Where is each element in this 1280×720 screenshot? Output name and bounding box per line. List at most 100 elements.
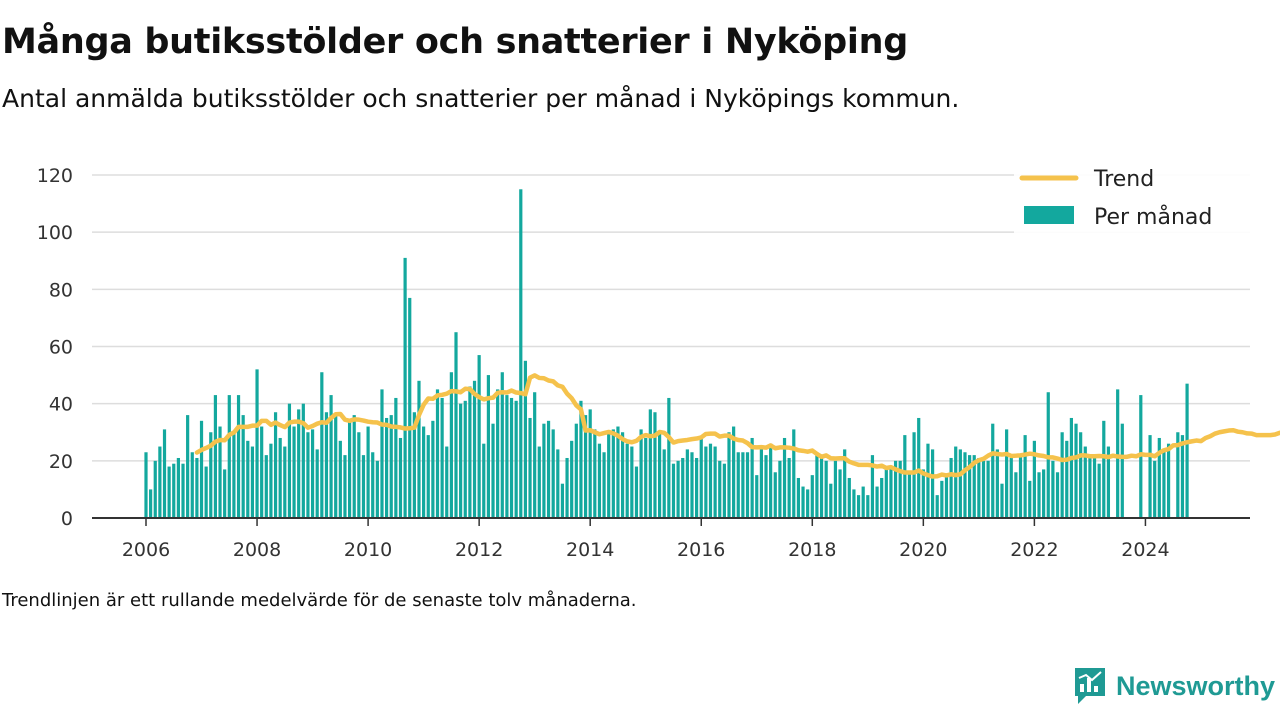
bar-month-71 [472,380,477,518]
bar-month-145 [815,455,819,518]
bar-month-5 [167,466,171,518]
bar-month-86 [542,423,546,518]
bar-month-76 [496,389,500,519]
bar-month-191 [1028,480,1032,518]
bar-month-121 [704,446,708,518]
bar-month-22 [246,440,250,518]
bar-month-45 [352,415,356,518]
bar-month-102 [616,426,620,518]
bar-month-106 [634,466,639,518]
bar-month-35 [306,432,310,518]
bar-month-84 [533,392,537,518]
bar-month-152 [847,477,851,518]
bar-month-126 [727,432,731,518]
bar-month-77 [500,372,504,518]
bar-month-73 [482,443,486,518]
bar-month-190 [1023,435,1027,518]
bar-month-187 [1009,457,1013,518]
bar-month-81 [519,189,523,519]
bar-month-166 [912,432,916,518]
bar-month-168 [921,469,925,518]
bar-month-17 [223,469,227,518]
bar-month-139 [787,457,791,518]
bar-month-79 [509,397,514,518]
bar-month-165 [907,472,912,518]
bar-month-116 [681,457,685,518]
bar-month-49 [371,452,375,518]
bar-month-23 [250,446,255,518]
bar-month-109 [648,409,652,518]
y-tick-label-20: 20 [49,451,73,473]
bar-month-2 [153,460,157,518]
bar-month-60 [422,426,426,518]
bar-month-198 [1060,432,1064,518]
bar-month-150 [838,469,842,518]
bar-month-30 [283,446,287,518]
bar-month-156 [866,495,870,518]
bar-month-26 [264,455,268,518]
bar-month-1 [149,489,153,518]
trend-line [194,373,1280,479]
bar-month-28 [273,412,278,518]
axes: 0 20 40 60 80 100 120 2006 2008 2010 2012 2014 2016 2… [37,165,1250,561]
bar-month-208 [1106,446,1111,518]
bar-month-29 [278,437,282,518]
bar-month-128 [736,452,740,518]
bar-month-15 [213,395,218,518]
y-tick-label-40: 40 [49,394,73,416]
bar-month-182 [986,460,990,518]
legend-label-trend: Trend [1093,167,1154,192]
bar-month-94 [579,400,583,518]
newsworthy-logo[interactable]: Newsworthy [1072,664,1275,708]
bar-month-141 [796,477,801,518]
bar-month-78 [505,395,509,518]
bar-month-146 [819,457,824,518]
bar-month-138 [782,437,787,518]
bar-month-181 [981,460,986,518]
bar-month-103 [620,432,625,518]
bar-month-40 [329,395,333,518]
bar-month-192 [1032,440,1036,518]
bar-month-9 [186,415,190,518]
bar-month-123 [713,446,717,518]
bar-month-206 [1097,463,1101,518]
bar-month-31 [287,403,292,518]
bar-month-41 [334,415,338,518]
bar-month-117 [685,449,689,518]
x-tick-label-2022: 2022 [1010,539,1058,561]
bar-month-93 [574,423,578,518]
bar-month-197 [1055,472,1060,518]
bar-month-51 [380,389,384,519]
legend-label-per-manad: Per månad [1094,204,1212,230]
bar-month-54 [394,397,398,518]
bar-month-162 [893,460,898,518]
bar-month-120 [699,437,703,518]
bar-month-18 [227,395,231,518]
bar-month-14 [209,432,213,518]
chart-subtitle: Antal anmälda butiksstölder och snatteri… [2,84,960,113]
bar-month-111 [658,432,662,518]
bar-month-89 [556,449,560,518]
bar-month-132 [755,475,759,519]
bar-month-112 [662,449,666,518]
bar-month-64 [440,397,444,518]
bar-month-221 [1166,443,1171,518]
bar-month-158 [875,486,879,518]
bar-month-0 [144,452,148,518]
bar-month-101 [611,429,615,518]
bar-month-32 [292,426,296,518]
bar-month-122 [708,443,713,518]
bar-month-127 [732,426,736,518]
bar-month-42 [338,440,342,518]
bar-month-140 [792,429,796,518]
bar-month-115 [676,460,680,518]
y-tick-label-120: 120 [37,165,73,187]
bar-month-27 [269,443,273,518]
bar-month-80 [514,400,518,518]
bar-month-39 [324,412,329,518]
x-tick-label-2014: 2014 [566,539,614,561]
bar-month-201 [1074,423,1078,518]
bar-month-178 [968,455,972,518]
x-tick-label-2018: 2018 [788,539,836,561]
legend: Trend Per månad [1014,160,1250,236]
